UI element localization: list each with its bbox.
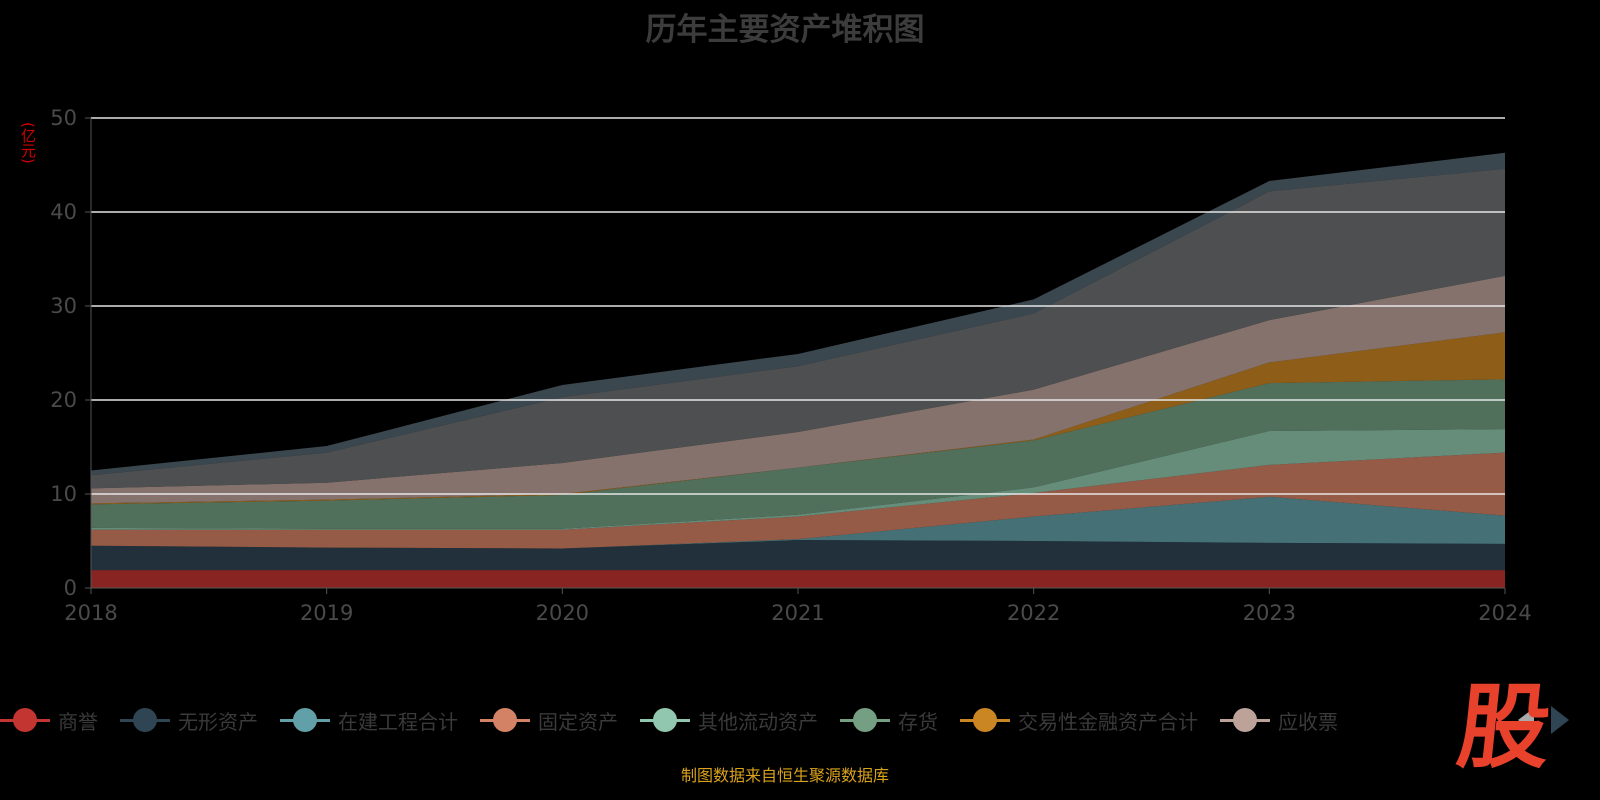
legend-marker-icon bbox=[1220, 707, 1270, 733]
x-tick-label: 2018 bbox=[64, 601, 117, 625]
y-tick-label: 30 bbox=[50, 294, 77, 318]
legend-item[interactable]: 固定资产 bbox=[480, 706, 618, 735]
x-tick-label: 2022 bbox=[1007, 601, 1060, 625]
brand-logo: 股 bbox=[1452, 674, 1556, 781]
legend-label: 无形资产 bbox=[178, 709, 258, 734]
legend-label: 在建工程合计 bbox=[338, 709, 458, 734]
legend-item[interactable]: 存货 bbox=[840, 706, 938, 735]
x-tick-label: 2023 bbox=[1243, 601, 1296, 625]
legend-item[interactable]: 在建工程合计 bbox=[280, 706, 458, 735]
legend-item[interactable]: 其他流动资产 bbox=[640, 706, 818, 735]
area-series-其他流动资产 bbox=[91, 429, 1505, 530]
y-tick-label: 10 bbox=[50, 482, 77, 506]
y-tick-label: 40 bbox=[50, 200, 77, 224]
legend-marker-icon bbox=[480, 707, 530, 733]
legend-item[interactable]: 无形资产 bbox=[120, 706, 258, 735]
legend: 商誉 无形资产 在建工程合计 固定资产 其他流动资产 存货 交易性金融资产合计 应收票 bbox=[0, 702, 1452, 738]
legend-marker-icon bbox=[640, 707, 690, 733]
legend-marker-icon bbox=[280, 707, 330, 733]
x-tick-label: 2024 bbox=[1478, 601, 1531, 625]
area-series-固定资产 bbox=[91, 452, 1505, 549]
x-tick-label: 2021 bbox=[771, 601, 824, 625]
grid-lines bbox=[91, 117, 1505, 495]
y-axis-unit-label: (亿元) bbox=[19, 122, 37, 164]
area-series-series-9 bbox=[91, 168, 1505, 489]
x-tick-label: 2019 bbox=[300, 601, 353, 625]
x-tick-label: 2020 bbox=[536, 601, 589, 625]
area-layers bbox=[91, 152, 1505, 588]
y-tick-label: 20 bbox=[50, 388, 77, 412]
legend-item[interactable]: 交易性金融资产合计 bbox=[960, 706, 1198, 735]
legend-marker-icon bbox=[0, 707, 50, 733]
data-source-footer: 制图数据来自恒生聚源数据库 bbox=[680, 766, 889, 785]
legend-marker-icon bbox=[120, 707, 170, 733]
area-series-商誉 bbox=[91, 570, 1505, 588]
legend-marker-icon bbox=[960, 707, 1010, 733]
legend-item[interactable]: 应收票 bbox=[1220, 706, 1338, 735]
legend-label: 交易性金融资产合计 bbox=[1018, 709, 1198, 734]
area-series-应收票 bbox=[91, 275, 1505, 504]
area-series-无形资产 bbox=[91, 540, 1505, 571]
legend-label: 其他流动资产 bbox=[698, 709, 818, 734]
axes: 0 10 20 30 40 50 2018 2019 2020 2021 2022 2023 2024 bbox=[50, 106, 1531, 625]
legend-prev-arrow-icon[interactable] bbox=[1518, 708, 1534, 732]
area-series-存货 bbox=[91, 379, 1505, 529]
legend-label: 固定资产 bbox=[538, 709, 618, 734]
stacked-area-chart: 0 10 20 30 40 50 2018 2019 2020 2021 2022 2023 2024 bbox=[50, 106, 1531, 625]
legend-label: 应收票 bbox=[1278, 709, 1338, 734]
legend-label: 商誉 bbox=[58, 709, 98, 734]
legend-item[interactable]: 商誉 bbox=[0, 706, 98, 735]
chart-title: 历年主要资产堆积图 bbox=[645, 12, 925, 48]
y-tick-label: 50 bbox=[50, 106, 77, 130]
area-series-在建工程合计 bbox=[91, 496, 1505, 549]
legend-label: 存货 bbox=[898, 709, 938, 734]
legend-marker-icon bbox=[840, 707, 890, 733]
legend-next-arrow-icon[interactable] bbox=[1551, 706, 1569, 734]
y-tick-label: 0 bbox=[64, 576, 77, 600]
